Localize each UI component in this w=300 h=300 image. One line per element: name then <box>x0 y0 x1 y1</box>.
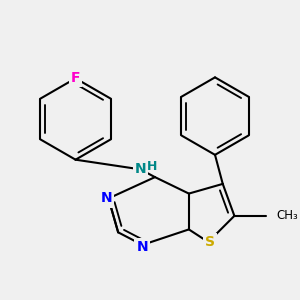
Text: N: N <box>135 162 146 176</box>
Text: N: N <box>136 240 148 254</box>
Text: N: N <box>101 191 112 206</box>
Text: CH₃: CH₃ <box>276 209 298 222</box>
Text: H: H <box>147 160 157 173</box>
Text: F: F <box>71 71 80 85</box>
Text: S: S <box>205 235 215 249</box>
